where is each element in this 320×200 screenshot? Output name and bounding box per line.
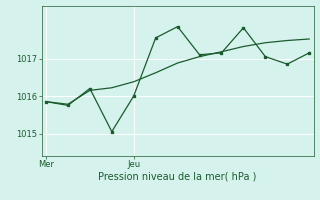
X-axis label: Pression niveau de la mer( hPa ): Pression niveau de la mer( hPa ) bbox=[99, 172, 257, 182]
